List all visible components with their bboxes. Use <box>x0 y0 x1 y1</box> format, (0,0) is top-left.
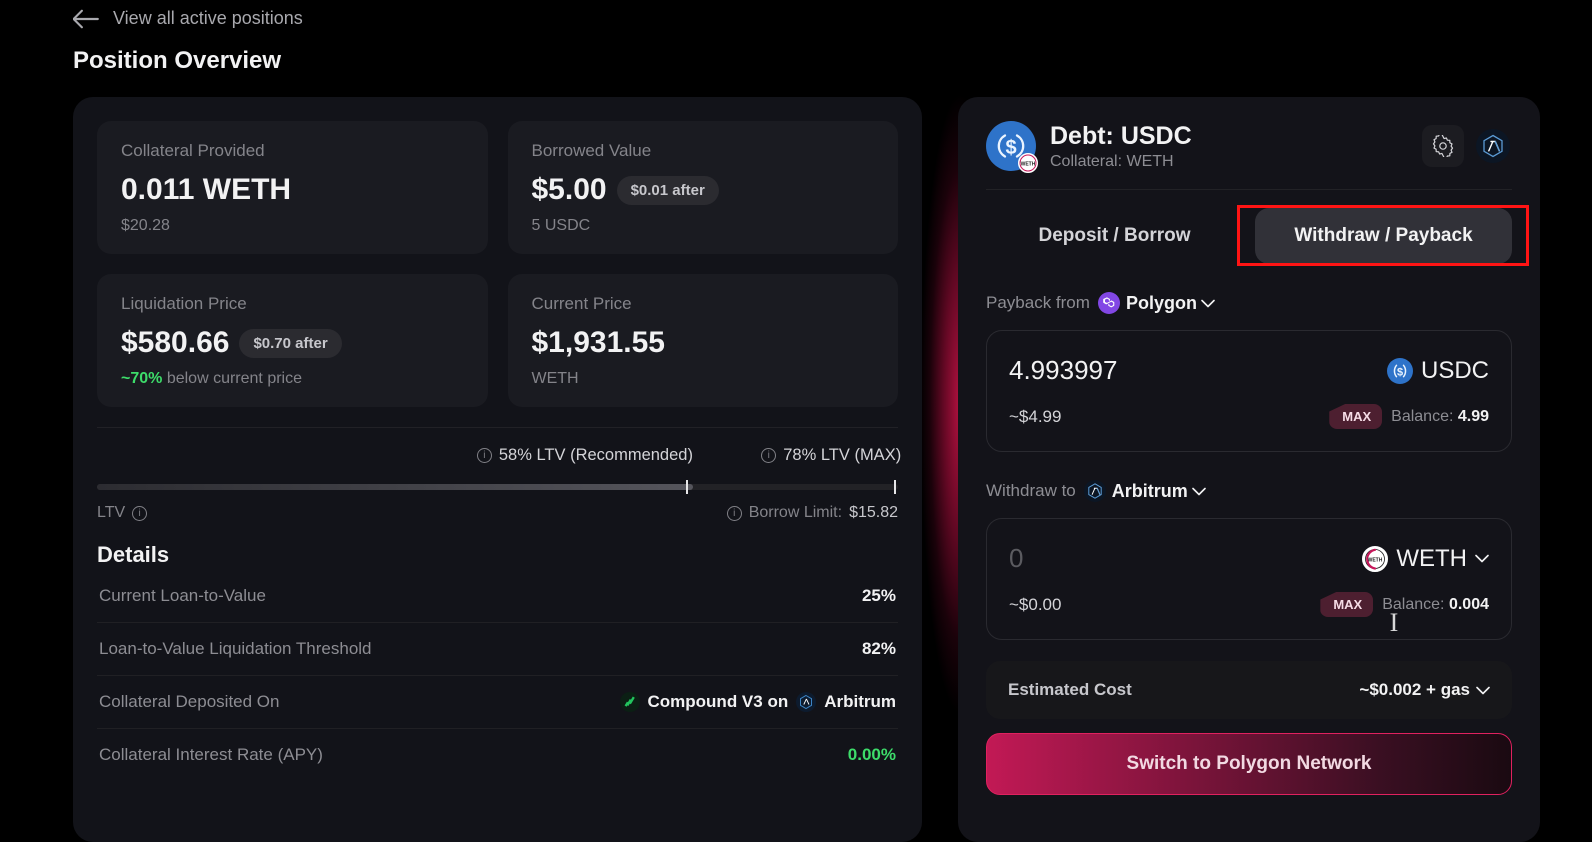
svg-text:$: $ <box>1397 366 1403 378</box>
svg-text:$: $ <box>1005 137 1016 159</box>
svg-text:WETH: WETH <box>1368 557 1383 563</box>
svg-text:WETH: WETH <box>1021 162 1036 168</box>
